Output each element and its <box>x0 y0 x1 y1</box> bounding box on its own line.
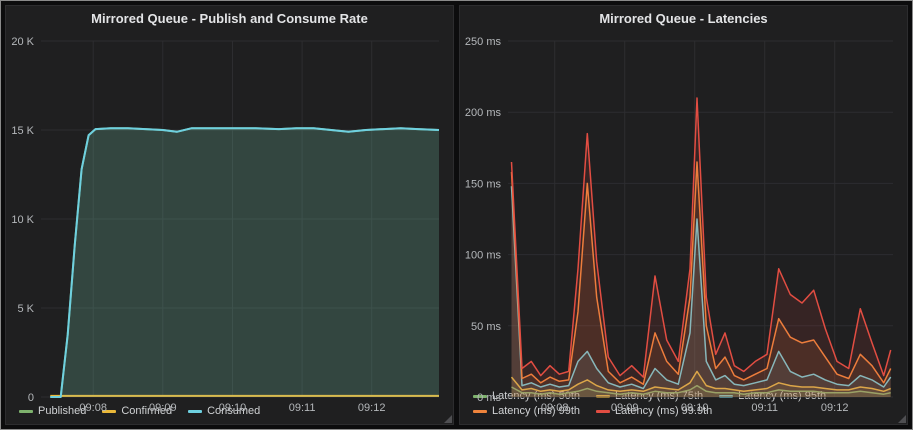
legend-label: Latency (ms) 99th <box>492 405 581 417</box>
legend-color-icon <box>473 394 487 398</box>
panel-resize-handle[interactable] <box>898 415 906 423</box>
legend-color-icon <box>102 409 117 413</box>
panel-title-publish-consume-rate[interactable]: Mirrored Queue - Publish and Consume Rat… <box>91 11 368 26</box>
y-axis-label: 50 ms <box>471 321 501 333</box>
legend-label: Consumed <box>207 405 261 417</box>
series-line-latency-ms-50th <box>511 384 891 395</box>
legend-item-latency-ms-99-9th[interactable]: Latency (ms) 99.9th <box>596 405 712 417</box>
legend-item-latency-ms-50th[interactable]: Latency (ms) 50th <box>473 390 580 402</box>
y-axis-label: 0 <box>28 392 34 404</box>
legend-color-icon <box>473 409 487 413</box>
y-axis-label: 150 ms <box>465 178 502 190</box>
panel-publish-consume-rate: Mirrored Queue - Publish and Consume Rat… <box>5 5 454 425</box>
legend-color-icon <box>188 409 203 413</box>
publish-consume-rate-chart[interactable]: 09:08 09:09 09:10 09:11 09:12 0 5 K 10 K 15 K 20 … <box>6 31 453 414</box>
y-axis-label: 5 K <box>17 303 34 315</box>
series-area-latency-ms-99th <box>511 162 891 397</box>
y-axis-label: 250 ms <box>465 36 502 48</box>
legend-label: Confirmed <box>121 405 173 417</box>
panel-resize-handle[interactable] <box>444 415 452 423</box>
x-axis-label: 09:09 <box>149 402 177 414</box>
legend-item-confirmed[interactable]: Confirmed <box>102 405 172 417</box>
series-line-consumed <box>50 127 440 398</box>
legend-color-icon <box>19 409 33 413</box>
legend-color-icon <box>596 394 611 398</box>
legend-color-icon <box>719 394 734 398</box>
x-axis-label: 09:12 <box>821 402 849 414</box>
series-area-latency-ms-99-9th <box>511 98 891 397</box>
panel-latencies: Mirrored Queue - Latencies 09:08 09:09 09:… <box>459 5 908 425</box>
y-axis-label: 200 ms <box>465 107 502 119</box>
legend-item-latency-ms-99th[interactable]: Latency (ms) 99th <box>473 405 580 417</box>
series-area-consumed <box>50 128 440 397</box>
x-axis-label: 09:11 <box>751 402 778 414</box>
latencies-chart[interactable]: 09:08 09:09 09:10 09:11 09:12 0 ms 50 ms 100 ms… <box>460 31 907 414</box>
series-area-published <box>50 128 440 397</box>
series-line-latency-ms-99th <box>510 161 892 385</box>
x-axis-label: 09:11 <box>289 402 316 414</box>
panel-title-latencies[interactable]: Mirrored Queue - Latencies <box>599 11 768 26</box>
y-axis-label: 10 K <box>11 214 34 226</box>
y-axis-label: 15 K <box>11 125 34 137</box>
x-axis-label: 09:10 <box>681 402 709 414</box>
x-axis-label: 09:12 <box>358 402 386 414</box>
legend-item-published[interactable]: Published <box>19 405 86 417</box>
x-axis-label: 09:08 <box>541 402 569 414</box>
legend-item-consumed[interactable]: Consumed <box>188 405 260 417</box>
series-line-latency-ms-95th <box>510 186 892 390</box>
x-axis-label: 09:08 <box>79 402 107 414</box>
series-line-latency-ms-75th <box>510 370 891 393</box>
series-area-latency-ms-75th <box>511 371 891 397</box>
y-axis-label: 0 ms <box>477 392 501 404</box>
latencies-svg[interactable]: 09:08 09:09 09:10 09:11 09:12 0 ms 50 ms 100 ms… <box>460 31 907 415</box>
y-axis-label: 20 K <box>11 36 34 48</box>
legend-color-icon <box>596 409 611 413</box>
publish-consume-rate-legend: Published Confirmed Consumed <box>6 403 453 424</box>
legend-label: Latency (ms) 50th <box>492 390 581 402</box>
series-line-latency-ms-99-9th <box>510 97 892 378</box>
y-axis-label: 100 ms <box>465 250 502 262</box>
x-axis-label: 09:10 <box>219 402 247 414</box>
publish-consume-rate-svg[interactable]: 09:08 09:09 09:10 09:11 09:12 0 5 K 10 K 15 K 20 … <box>6 31 453 415</box>
series-area-latency-ms-50th <box>511 385 891 397</box>
legend-label: Published <box>38 405 87 417</box>
legend-label: Latency (ms) 99.9th <box>615 405 713 417</box>
x-axis-label: 09:09 <box>611 402 639 414</box>
